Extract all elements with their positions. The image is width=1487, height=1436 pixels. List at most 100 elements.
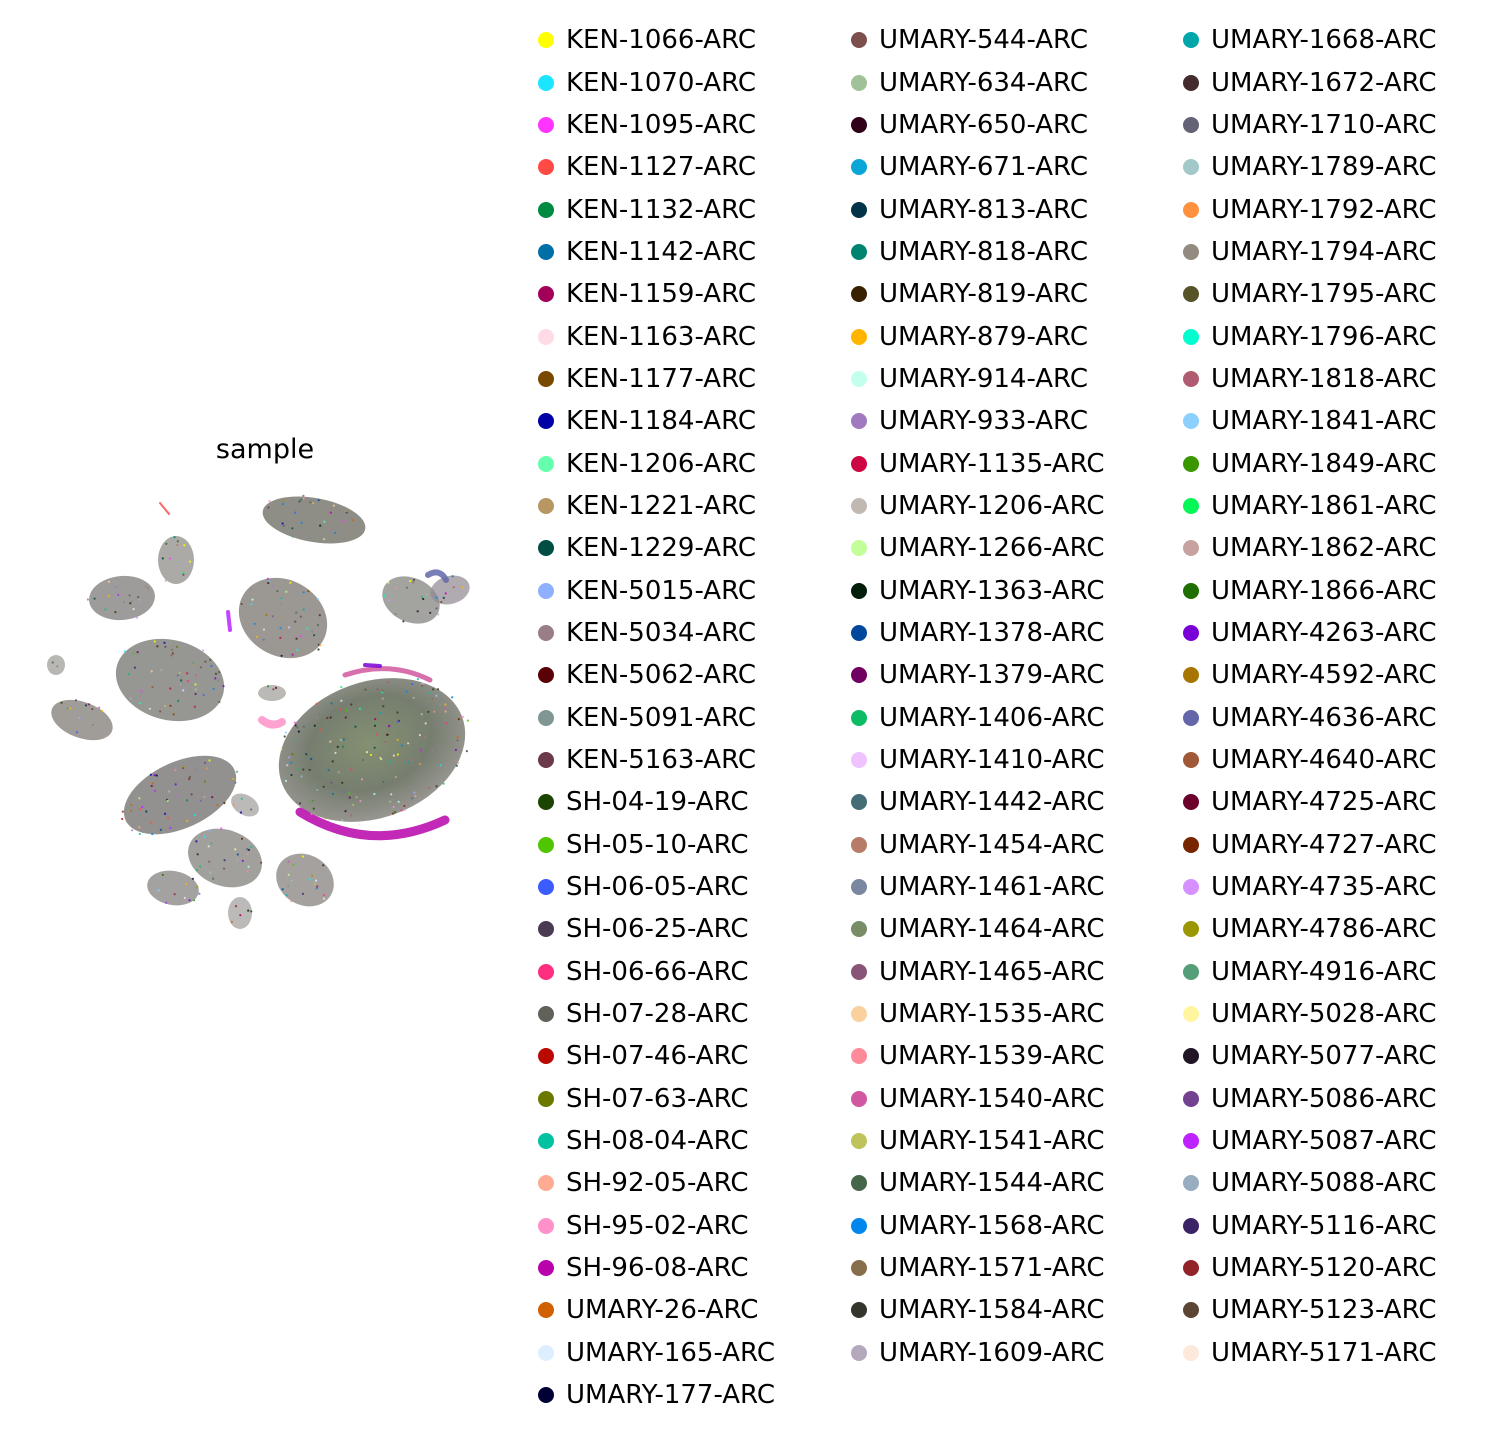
scatter-point (437, 613, 440, 616)
scatter-point (396, 738, 399, 741)
scatter-point (329, 740, 332, 743)
legend-label: KEN-1177-ARC (566, 363, 756, 394)
scatter-point (202, 694, 205, 697)
scatter-point (307, 590, 310, 593)
legend-label: UMARY-5086-ARC (1211, 1083, 1437, 1114)
cluster-accent (425, 569, 449, 583)
legend-swatch (851, 1217, 867, 1234)
legend-item: KEN-5062-ARC (538, 654, 775, 696)
legend-label: UMARY-1710-ARC (1211, 109, 1437, 140)
legend-swatch (1183, 116, 1199, 133)
scatter-point (91, 707, 94, 711)
scatter-point (153, 774, 156, 777)
legend-swatch (1183, 963, 1199, 980)
scatter-point (313, 724, 316, 727)
scatter-point (326, 745, 329, 749)
legend-swatch (1183, 1260, 1199, 1277)
legend-swatch (538, 1048, 554, 1065)
legend-label: SH-06-05-ARC (566, 872, 749, 903)
legend-item: UMARY-5088-ARC (1183, 1162, 1437, 1204)
scatter-point (403, 809, 406, 812)
scatter-point (350, 814, 353, 817)
scatter-point (298, 767, 301, 770)
scatter-point (435, 694, 438, 697)
scatter-point (405, 690, 408, 693)
scatter-point (381, 697, 384, 700)
legend-swatch (851, 455, 867, 472)
legend-label: UMARY-1672-ARC (1211, 67, 1437, 98)
scatter-point (136, 616, 139, 619)
scatter-point (385, 733, 388, 736)
legend-item: SH-06-25-ARC (538, 908, 775, 950)
scatter-point (235, 770, 239, 773)
scatter-point (329, 716, 332, 719)
scatter-point (250, 603, 253, 606)
legend-label: KEN-1221-ARC (566, 490, 756, 521)
scatter-point (392, 754, 395, 757)
scatter-point (284, 731, 287, 734)
legend-label: UMARY-1792-ARC (1211, 194, 1437, 225)
cluster-blob (115, 638, 225, 722)
scatter-point (334, 531, 337, 535)
scatter-point (196, 853, 199, 856)
legend-label: UMARY-1861-ARC (1211, 490, 1437, 521)
legend-swatch (538, 963, 554, 980)
scatter-point (340, 699, 343, 702)
scatter-point (246, 870, 249, 873)
scatter-point (444, 592, 447, 595)
scatter-point (280, 748, 283, 751)
scatter-point (300, 776, 303, 779)
scatter-point (159, 710, 162, 713)
legend-item: SH-04-19-ARC (538, 781, 775, 823)
legend-swatch (538, 836, 554, 853)
scatter-point (329, 511, 332, 514)
legend-label: UMARY-5028-ARC (1211, 999, 1437, 1030)
legend-label: KEN-5163-ARC (566, 745, 756, 776)
legend-label: UMARY-4263-ARC (1211, 617, 1437, 648)
scatter-point (374, 722, 377, 725)
legend-swatch (1183, 1048, 1199, 1065)
scatter-point (365, 751, 368, 754)
scatter-point (429, 611, 432, 615)
scatter-point (138, 702, 141, 705)
legend-label: UMARY-1544-ARC (879, 1168, 1105, 1199)
scatter-point (439, 764, 442, 767)
scatter-point (300, 521, 303, 524)
legend-item: UMARY-5171-ARC (1183, 1332, 1437, 1374)
legend-swatch (538, 74, 554, 91)
embedding-scatter (47, 494, 470, 929)
scatter-point (163, 641, 166, 644)
legend-label: KEN-5062-ARC (566, 660, 756, 691)
cluster-accent (258, 716, 286, 729)
scatter-point (421, 684, 424, 687)
scatter-point (185, 799, 189, 802)
legend-swatch (538, 32, 554, 49)
legend-swatch (851, 1006, 867, 1023)
plot-title: sample (215, 434, 315, 465)
legend-label: UMARY-1841-ARC (1211, 406, 1437, 437)
scatter-point (287, 885, 290, 888)
scatter-point (210, 842, 213, 845)
legend-label: UMARY-1609-ARC (879, 1337, 1105, 1368)
legend-item: UMARY-1406-ARC (851, 697, 1105, 739)
scatter-point (405, 586, 409, 589)
legend-swatch (1183, 1133, 1199, 1150)
scatter-point (359, 800, 362, 803)
legend-swatch (1183, 1175, 1199, 1192)
legend-label: UMARY-4727-ARC (1211, 829, 1437, 860)
scatter-point (289, 581, 292, 584)
legend-item: UMARY-1672-ARC (1183, 61, 1437, 103)
legend-label: UMARY-1379-ARC (879, 660, 1105, 691)
scatter-point (316, 885, 319, 888)
scatter-point (276, 590, 279, 593)
scatter-point (178, 671, 181, 674)
legend-label: UMARY-1866-ARC (1211, 575, 1437, 606)
scatter-point (151, 782, 154, 785)
scatter-point (234, 905, 238, 908)
scatter-point (138, 826, 141, 829)
scatter-point (293, 721, 296, 724)
scatter-point (424, 722, 427, 725)
scatter-point (324, 817, 327, 820)
scatter-point (77, 700, 80, 703)
legend-label: UMARY-1464-ARC (879, 914, 1105, 945)
